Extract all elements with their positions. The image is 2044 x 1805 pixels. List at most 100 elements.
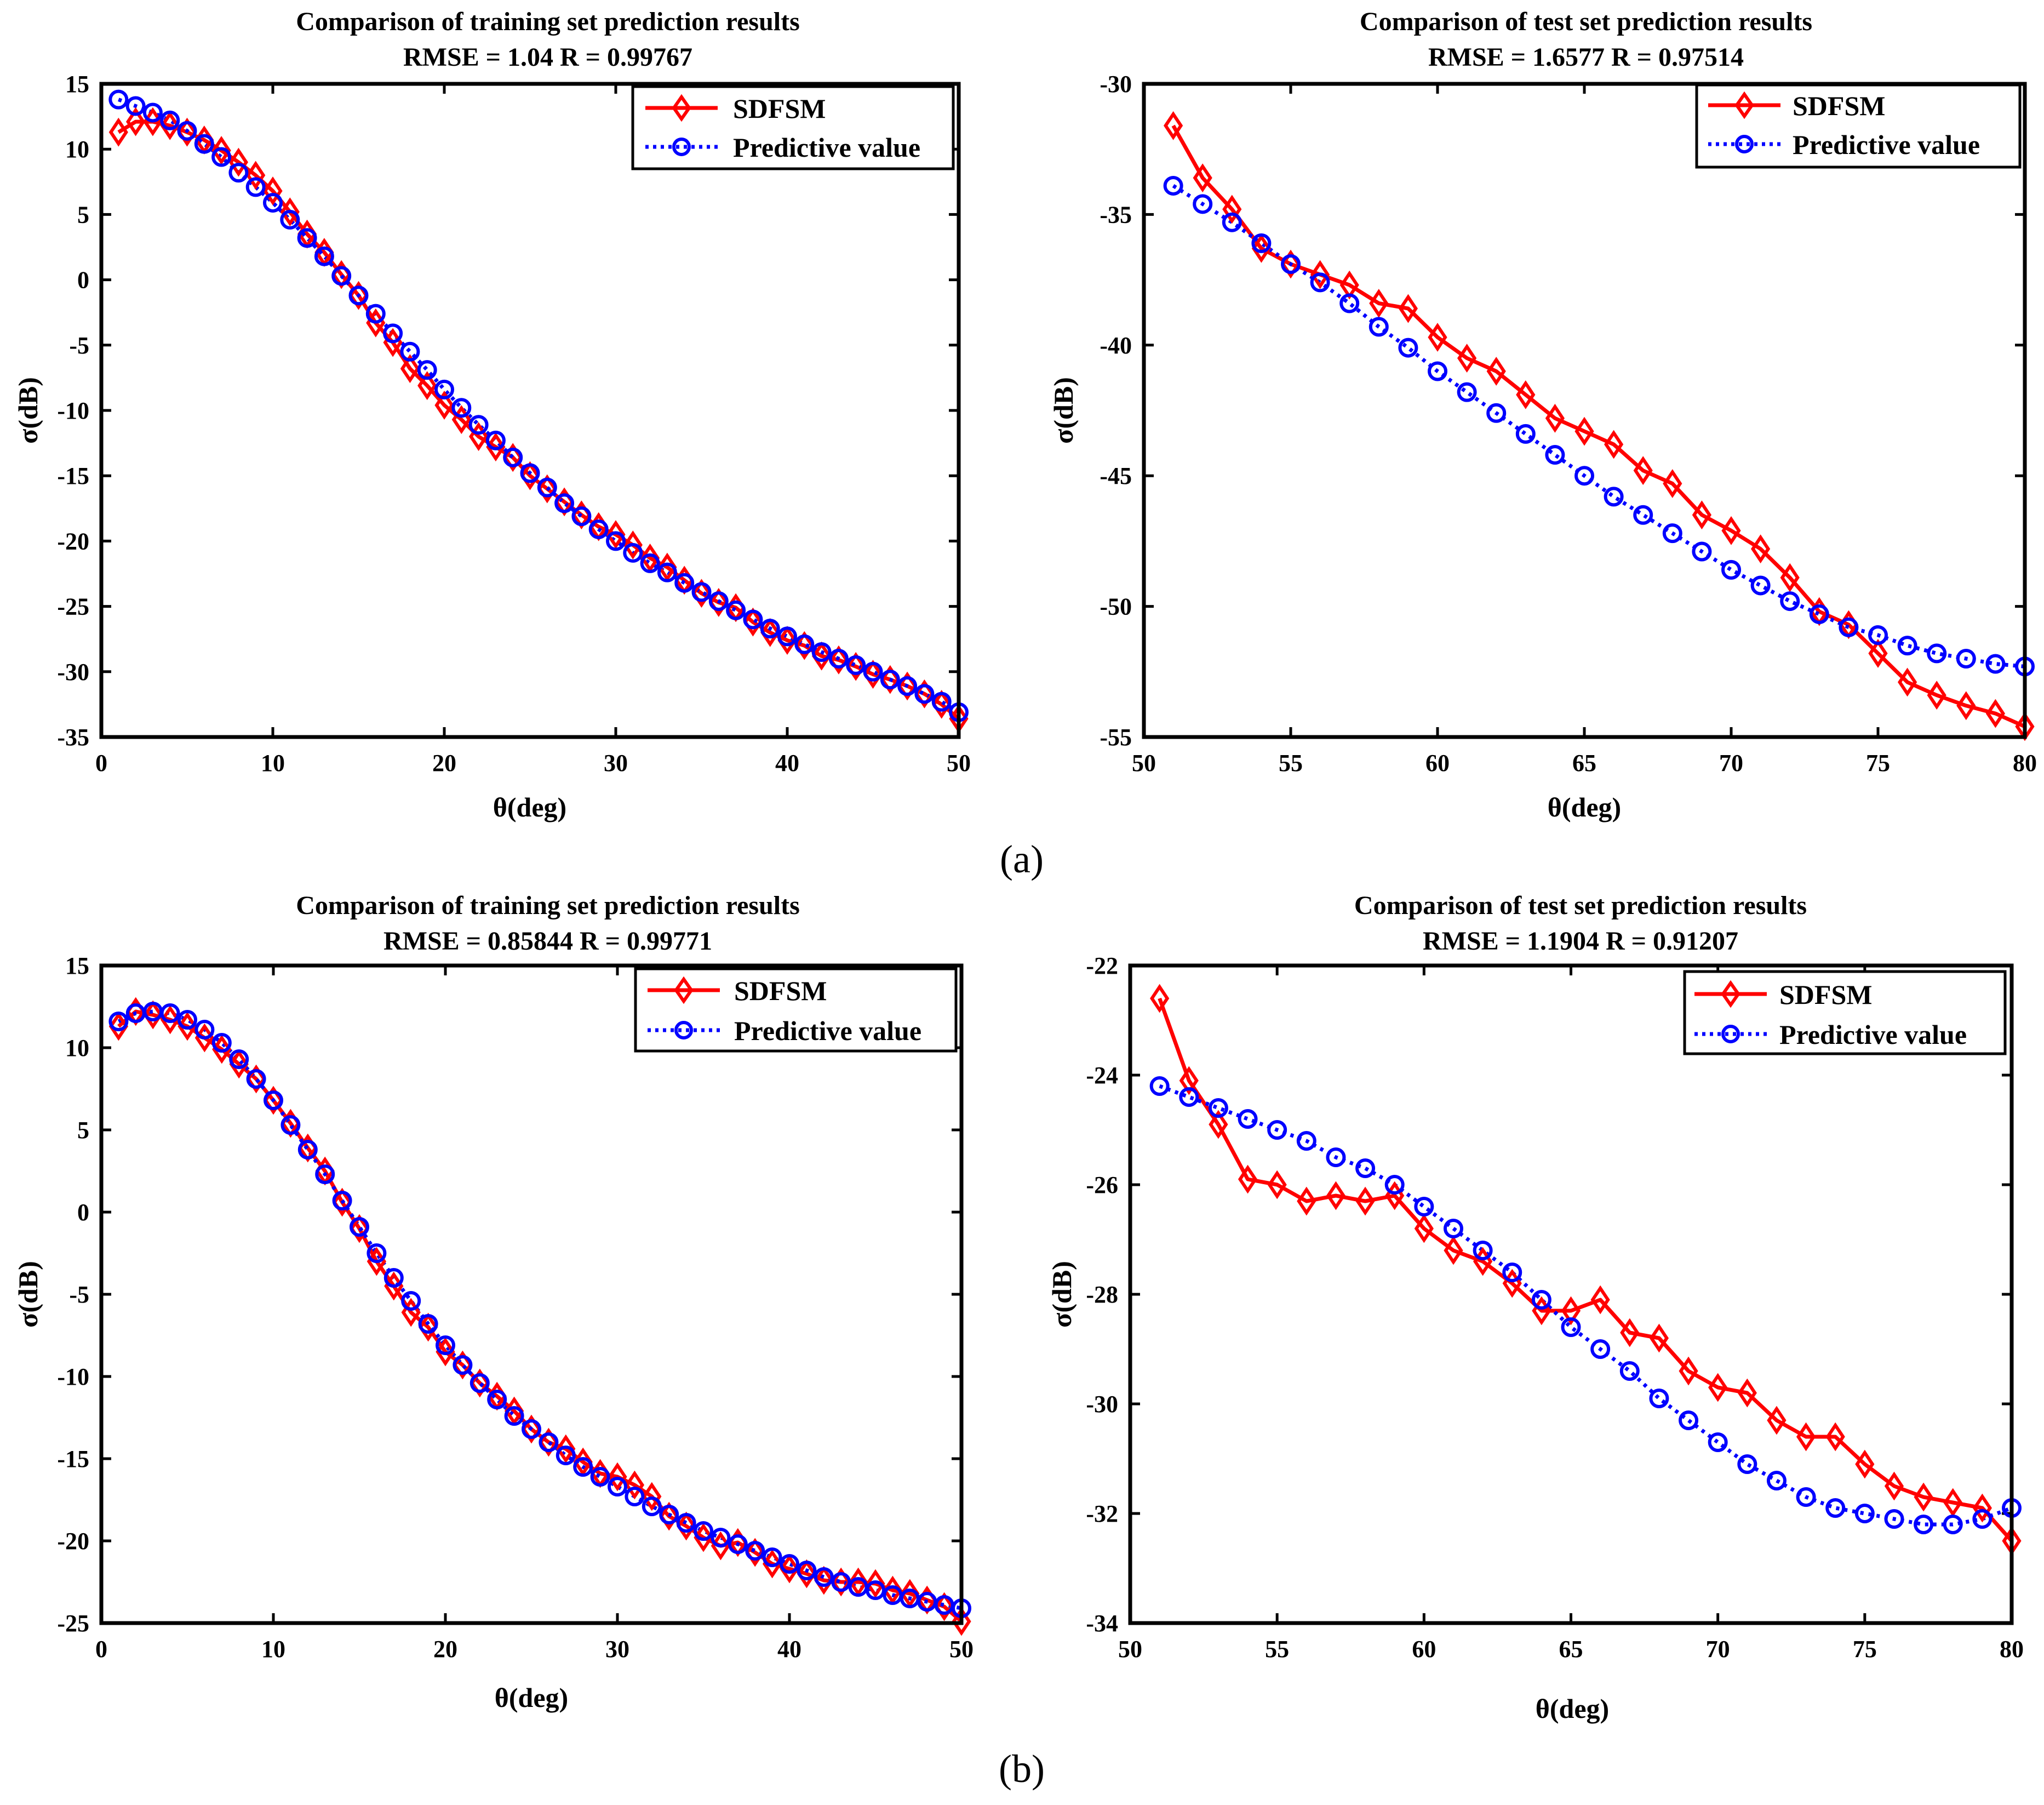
data-point-predictive xyxy=(623,542,643,563)
data-point-sdfsm xyxy=(1884,1471,1904,1501)
plot-frame xyxy=(99,82,961,739)
data-point-sdfsm xyxy=(417,371,437,401)
data-point-sdfsm xyxy=(1663,469,1682,498)
data-point-predictive xyxy=(1604,487,1624,507)
data-point-predictive xyxy=(470,1373,490,1393)
data-point-sdfsm xyxy=(434,391,454,420)
y-tick-label: -25 xyxy=(57,593,89,620)
data-point-sdfsm xyxy=(160,111,180,140)
data-point-predictive xyxy=(520,463,540,483)
chart-b-training: Comparison of training set prediction re… xyxy=(13,891,974,1713)
data-point-predictive xyxy=(554,493,575,513)
data-point-sdfsm xyxy=(125,107,146,136)
data-point-sdfsm xyxy=(676,1511,696,1541)
data-point-sdfsm xyxy=(520,461,540,490)
y-tick-label: -45 xyxy=(1100,462,1132,489)
data-point-sdfsm xyxy=(348,281,369,310)
data-point-predictive xyxy=(1398,338,1418,358)
chart-title: Comparison of test set prediction result… xyxy=(1354,891,1807,920)
legend-predictive-label: Predictive value xyxy=(733,132,920,163)
data-point-sdfsm xyxy=(1985,699,2006,728)
data-point-sdfsm xyxy=(831,1567,851,1597)
legend: SDFSM Predictive value xyxy=(1695,83,2022,169)
data-point-sdfsm xyxy=(1457,344,1477,373)
data-point-predictive xyxy=(1486,403,1507,423)
y-tick-label: -35 xyxy=(57,724,89,751)
data-point-sdfsm xyxy=(1193,163,1212,193)
data-point-predictive xyxy=(468,415,489,435)
data-point-predictive xyxy=(811,642,832,662)
data-point-predictive xyxy=(1619,1361,1640,1381)
data-point-predictive xyxy=(1502,1263,1522,1282)
y-tick-label: -22 xyxy=(1086,952,1118,979)
data-point-sdfsm xyxy=(108,1012,129,1041)
plot-frame xyxy=(1128,963,2014,1625)
y-tick-label: -10 xyxy=(57,1363,89,1390)
x-tick-label: 40 xyxy=(777,1636,801,1663)
x-tick-label: 75 xyxy=(1866,750,1890,776)
data-point-sdfsm xyxy=(470,1368,490,1398)
data-point-sdfsm xyxy=(1825,1422,1845,1452)
x-tick-label: 75 xyxy=(1853,1636,1877,1663)
data-point-sdfsm xyxy=(1943,1488,1963,1517)
data-point-sdfsm xyxy=(246,161,266,190)
data-point-sdfsm xyxy=(160,1005,180,1035)
y-tick-label: -40 xyxy=(1100,332,1132,359)
data-point-sdfsm xyxy=(503,443,523,472)
data-point-predictive xyxy=(228,163,249,183)
data-point-predictive xyxy=(691,582,712,602)
data-point-sdfsm xyxy=(1972,1493,1992,1523)
data-point-predictive xyxy=(485,430,506,450)
data-point-sdfsm xyxy=(263,176,283,205)
data-point-predictive xyxy=(1633,505,1653,525)
data-point-predictive xyxy=(657,562,677,582)
data-point-predictive xyxy=(1443,1219,1463,1238)
data-point-sdfsm xyxy=(659,1501,679,1531)
data-point-sdfsm xyxy=(1737,1378,1757,1408)
legend-predictive-label: Predictive value xyxy=(734,1015,921,1046)
legend-sdfsm-label: SDFSM xyxy=(1793,90,1885,121)
data-point-predictive xyxy=(1457,382,1477,402)
legend: SDFSM Predictive value xyxy=(1683,970,2007,1055)
x-tick-label: 60 xyxy=(1412,1636,1436,1663)
data-point-predictive xyxy=(1193,194,1213,214)
data-point-predictive xyxy=(762,1547,782,1567)
data-point-sdfsm xyxy=(539,1427,559,1457)
chart-subtitle: RMSE = 0.85844 R = 0.99771 xyxy=(383,927,712,956)
data-point-predictive xyxy=(866,1580,885,1600)
data-point-predictive xyxy=(1868,625,1888,646)
data-point-predictive xyxy=(160,110,180,130)
y-axis-label: σ(dB) xyxy=(13,377,43,444)
data-point-predictive xyxy=(931,692,952,712)
data-point-predictive xyxy=(1163,175,1183,196)
data-point-sdfsm xyxy=(709,588,729,617)
data-point-predictive xyxy=(1515,424,1536,444)
data-point-predictive xyxy=(1796,1487,1816,1507)
data-point-predictive xyxy=(1561,1317,1581,1337)
data-point-predictive xyxy=(1339,293,1360,313)
data-point-predictive xyxy=(863,661,883,682)
data-point-predictive xyxy=(794,634,815,654)
legend-box xyxy=(631,85,955,170)
chart-a-test: Comparison of test set prediction result… xyxy=(1048,7,2037,822)
data-point-predictive xyxy=(1972,1509,1993,1529)
data-point-predictive xyxy=(436,1335,455,1355)
y-tick-label: -25 xyxy=(57,1610,89,1637)
x-tick-label: 40 xyxy=(775,750,799,776)
y-axis-label: σ(dB) xyxy=(1048,377,1079,444)
data-point-sdfsm xyxy=(1428,323,1447,352)
data-point-sdfsm xyxy=(745,1538,765,1567)
data-point-predictive xyxy=(694,1521,713,1541)
data-point-predictive xyxy=(1251,233,1272,253)
data-point-predictive xyxy=(1384,1175,1405,1195)
data-point-sdfsm xyxy=(762,1549,782,1579)
legend: SDFSM Predictive value xyxy=(631,85,955,170)
data-point-predictive xyxy=(674,573,695,593)
data-point-sdfsm xyxy=(1750,534,1771,564)
legend-predictive-marker xyxy=(1721,1025,1740,1043)
x-tick-label: 50 xyxy=(1118,1636,1142,1663)
data-point-sdfsm xyxy=(811,641,832,671)
data-point-predictive xyxy=(828,648,849,669)
data-point-predictive xyxy=(1531,1290,1551,1310)
